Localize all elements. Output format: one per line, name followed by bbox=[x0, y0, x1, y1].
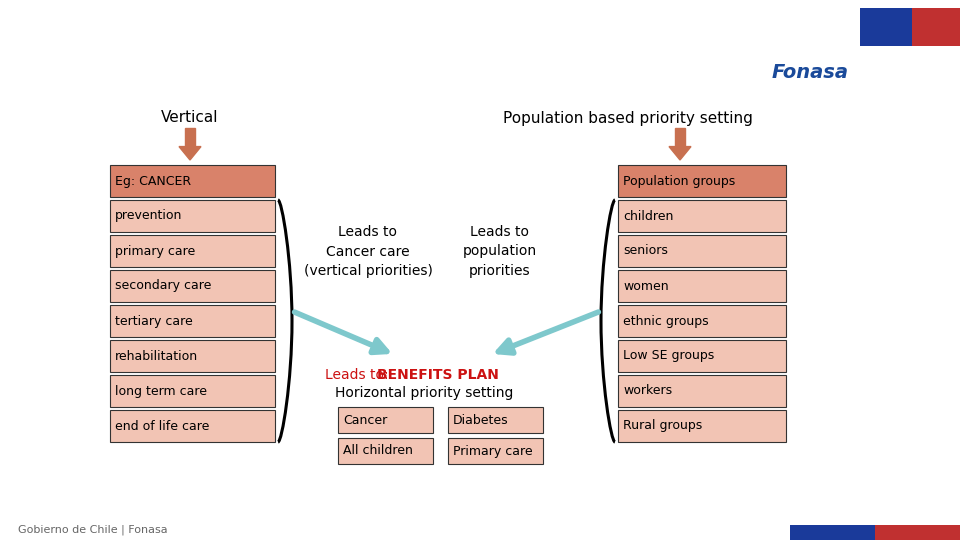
Text: Low SE groups: Low SE groups bbox=[623, 349, 714, 362]
Text: prevention: prevention bbox=[115, 210, 182, 222]
Text: seniors: seniors bbox=[623, 245, 668, 258]
FancyBboxPatch shape bbox=[448, 438, 543, 464]
Bar bbox=[860, 8, 912, 46]
Text: Primary care: Primary care bbox=[453, 444, 533, 457]
Text: Leads to
Cancer care
(vertical priorities): Leads to Cancer care (vertical prioritie… bbox=[303, 225, 432, 278]
Polygon shape bbox=[179, 146, 201, 160]
FancyArrowPatch shape bbox=[498, 312, 598, 353]
FancyBboxPatch shape bbox=[618, 340, 786, 372]
Text: women: women bbox=[623, 280, 668, 293]
FancyBboxPatch shape bbox=[110, 235, 275, 267]
FancyBboxPatch shape bbox=[618, 165, 786, 197]
Polygon shape bbox=[675, 128, 685, 146]
Text: Diabetes: Diabetes bbox=[453, 414, 509, 427]
FancyBboxPatch shape bbox=[110, 165, 275, 197]
Text: Leads to:: Leads to: bbox=[325, 368, 393, 382]
Text: Population groups: Population groups bbox=[623, 174, 735, 187]
Text: Rural groups: Rural groups bbox=[623, 420, 703, 433]
FancyBboxPatch shape bbox=[618, 200, 786, 232]
FancyBboxPatch shape bbox=[110, 270, 275, 302]
FancyBboxPatch shape bbox=[618, 375, 786, 407]
Text: primary care: primary care bbox=[115, 245, 195, 258]
Text: Eg: CANCER: Eg: CANCER bbox=[115, 174, 191, 187]
Bar bbox=[875, 525, 960, 540]
FancyBboxPatch shape bbox=[110, 200, 275, 232]
FancyArrowPatch shape bbox=[295, 312, 387, 353]
Text: workers: workers bbox=[623, 384, 672, 397]
FancyBboxPatch shape bbox=[338, 438, 433, 464]
Bar bbox=[790, 525, 875, 540]
FancyBboxPatch shape bbox=[110, 305, 275, 337]
FancyBboxPatch shape bbox=[448, 407, 543, 433]
Text: tertiary care: tertiary care bbox=[115, 314, 193, 327]
Text: children: children bbox=[623, 210, 673, 222]
FancyBboxPatch shape bbox=[338, 407, 433, 433]
FancyBboxPatch shape bbox=[110, 375, 275, 407]
Text: Fonasa: Fonasa bbox=[772, 63, 849, 82]
Text: Horizontal priority setting: Horizontal priority setting bbox=[335, 386, 514, 400]
Polygon shape bbox=[669, 146, 691, 160]
Text: All children: All children bbox=[343, 444, 413, 457]
Text: Population based priority setting: Population based priority setting bbox=[503, 111, 753, 125]
FancyBboxPatch shape bbox=[110, 340, 275, 372]
Text: Gobierno de Chile | Fonasa: Gobierno de Chile | Fonasa bbox=[18, 525, 168, 535]
Text: BENEFITS PLAN: BENEFITS PLAN bbox=[377, 368, 499, 382]
FancyBboxPatch shape bbox=[618, 305, 786, 337]
Text: long term care: long term care bbox=[115, 384, 207, 397]
Text: ethnic groups: ethnic groups bbox=[623, 314, 708, 327]
Text: secondary care: secondary care bbox=[115, 280, 211, 293]
FancyBboxPatch shape bbox=[110, 410, 275, 442]
FancyBboxPatch shape bbox=[618, 270, 786, 302]
Text: end of life care: end of life care bbox=[115, 420, 209, 433]
Text: Vertical: Vertical bbox=[161, 111, 219, 125]
FancyBboxPatch shape bbox=[618, 235, 786, 267]
Text: Cancer: Cancer bbox=[343, 414, 387, 427]
Polygon shape bbox=[185, 128, 195, 146]
Text: rehabilitation: rehabilitation bbox=[115, 349, 198, 362]
Bar bbox=[912, 8, 960, 46]
Text: Leads to
population
priorities: Leads to population priorities bbox=[463, 225, 537, 278]
FancyBboxPatch shape bbox=[618, 410, 786, 442]
